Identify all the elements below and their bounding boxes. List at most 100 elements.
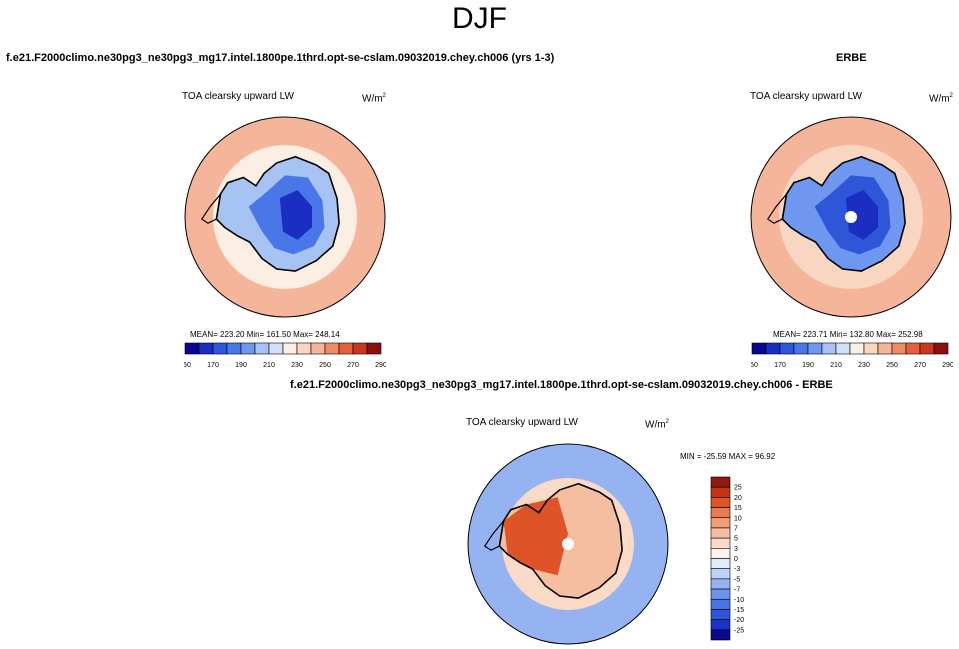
panel-obs-colorbar-tick-label: 190	[802, 362, 814, 369]
panel-model-colorbar-box	[310, 342, 326, 355]
panel-diff-colorbar-box	[710, 568, 731, 580]
panel-diff-colorbar-box	[710, 537, 731, 549]
panel-obs-colorbar: 150 170 190 210 230 250 270 290	[751, 342, 953, 369]
panel-model-colorbar-box	[198, 342, 214, 355]
obs-title: ERBE	[836, 52, 867, 64]
panel-diff-units: W/m2	[645, 419, 669, 431]
panel-diff-colorbar-box	[710, 558, 731, 569]
panel-diff-antarctica-coastline	[498, 482, 623, 599]
panel-model-colorbar: 150 170 190 210 230 250 270 290	[184, 342, 386, 369]
panel-model-colorbar-box	[240, 342, 256, 355]
panel-obs-colorbar-box	[891, 342, 907, 355]
panel-obs-colorbar-box	[751, 342, 767, 355]
panel-diff-colorbar-tick-label: 7	[734, 525, 738, 532]
panel-diff-colorbar-box	[710, 497, 731, 508]
page-title: DJF	[452, 2, 507, 35]
panel-obs-colorbar-box	[793, 342, 809, 355]
panel-obs-colorbar-box	[877, 342, 893, 355]
panel-model-colorbar-tick-label: 290	[375, 362, 386, 369]
panel-diff-colorbar-tick-label: -3	[734, 566, 740, 573]
panel-model-colorbar-tick-label: 190	[235, 362, 247, 369]
panel-diff-colorbar-tick-label: 25	[734, 485, 742, 492]
panel-obs-colorbar-tick-label: 210	[830, 362, 842, 369]
panel-model-colorbar-box	[324, 342, 340, 355]
panel-obs-colorbar-tick-label: 170	[774, 362, 786, 369]
panel-obs-colorbar-tick-label: 270	[914, 362, 926, 369]
panel-model-colorbar-tick-label: 250	[319, 362, 331, 369]
panel-model-var-label: TOA clearsky upward LW	[182, 91, 294, 102]
panel-obs-map	[750, 116, 952, 318]
panel-model-colorbar-box	[226, 342, 242, 355]
panel-model-colorbar-box	[268, 342, 284, 355]
panel-model-colorbar-box	[282, 342, 298, 355]
panel-obs-colorbar-box	[807, 342, 823, 355]
panel-obs-units: W/m2	[929, 93, 953, 105]
panel-diff-pole-gap	[562, 538, 574, 550]
panel-diff-west-antarctica-field	[503, 497, 568, 576]
panel-model-colorbar-tick-label: 170	[207, 362, 219, 369]
panel-diff-colorbar-tick-label: -15	[734, 607, 744, 614]
panel-obs-var-label: TOA clearsky upward LW	[750, 91, 862, 102]
panel-diff-colorbar-box	[710, 619, 731, 631]
panel-diff-colorbar-box	[710, 476, 731, 488]
panel-diff-var-label: TOA clearsky upward LW	[466, 417, 578, 428]
panel-model-colorbar-tick-label: 230	[291, 362, 303, 369]
panel-model-stats: MEAN= 223.20 Min= 161.50 Max= 248.14	[190, 330, 340, 339]
panel-obs-peninsula-coastline	[766, 192, 788, 224]
panel-model-colorbar-box	[338, 342, 354, 355]
panel-diff-colorbar-tick-label: -25	[734, 627, 744, 634]
panel-diff-colorbar-tick-label: 20	[734, 495, 742, 502]
panel-diff-colorbar-box	[710, 527, 731, 539]
panel-obs-antarctic-interior-field	[845, 190, 878, 240]
panel-obs-colorbar-box	[765, 342, 781, 355]
panel-diff-map	[467, 443, 669, 645]
panel-diff-colorbar-box	[710, 578, 731, 590]
panel-obs-stats: MEAN= 223.71 Min= 132.80 Max= 252.98	[773, 330, 923, 339]
panel-diff-colorbar-box	[710, 609, 731, 620]
panel-diff-colorbar-tick-label: -10	[734, 597, 744, 604]
panel-diff-stats: MIN = -25.59 MAX = 96.92	[680, 452, 776, 461]
panel-model-colorbar-box	[212, 342, 228, 355]
panel-diff-colorbar-tick-label: 0	[734, 556, 738, 563]
panel-diff-colorbar-box	[710, 507, 731, 519]
panel-diff-colorbar-box	[710, 629, 731, 641]
panel-diff-colorbar-tick-label: 10	[734, 515, 742, 522]
panel-model-colorbar-box	[366, 342, 382, 355]
panel-model-antarctica-coastline	[215, 155, 340, 272]
panel-diff-map-border	[467, 443, 669, 645]
panel-model-colorbar-tick-label: 150	[184, 362, 191, 369]
panel-obs-colorbar-box	[835, 342, 851, 355]
panel-model-colorbar-box	[352, 342, 368, 355]
panel-obs-colorbar-tick-label: 150	[751, 362, 758, 369]
panel-diff-colorbar-box	[710, 548, 731, 559]
panel-diff-colorbar-box	[710, 598, 731, 610]
panel-obs-colorbar-tick-label: 250	[886, 362, 898, 369]
panel-diff-colorbar-box	[710, 486, 731, 498]
panel-obs-colorbar-box	[849, 342, 865, 355]
panel-model-map-border	[184, 116, 386, 318]
panel-model-colorbar-box	[296, 342, 312, 355]
case-title: f.e21.F2000climo.ne30pg3_ne30pg3_mg17.in…	[6, 52, 555, 64]
panel-obs-colorbar-box	[905, 342, 921, 355]
panel-obs-colorbar-box	[863, 342, 879, 355]
panel-model-antarctic-interior-field	[279, 190, 312, 240]
panel-model-colorbar-box	[254, 342, 270, 355]
panel-diff-colorbar-tick-label: -7	[734, 587, 740, 594]
panel-obs-colorbar-tick-label: 230	[858, 362, 870, 369]
panel-diff-peninsula-coastline	[483, 519, 505, 551]
panel-obs-colorbar-box	[933, 342, 949, 355]
panel-obs-colorbar-box	[919, 342, 935, 355]
panel-obs-map-border	[750, 116, 952, 318]
panel-diff-colorbar-box	[710, 517, 731, 529]
panel-obs-colorbar-box	[779, 342, 795, 355]
panel-diff-colorbar: 25 20 15 10 7 5 3 0 -3 -5 -7 -10 -15 -20 -25	[710, 476, 744, 641]
panel-diff-colorbar-box	[710, 588, 731, 600]
panel-model-colorbar-box	[184, 342, 200, 355]
panel-diff-colorbar-tick-label: -5	[734, 576, 740, 583]
panel-model-colorbar-tick-label: 210	[263, 362, 275, 369]
panel-obs-pole-gap	[845, 211, 857, 223]
panel-model-map	[184, 116, 386, 318]
diff-title: f.e21.F2000climo.ne30pg3_ne30pg3_mg17.in…	[290, 379, 833, 391]
panel-model-units: W/m2	[362, 93, 386, 105]
panel-model-colorbar-tick-label: 270	[347, 362, 359, 369]
